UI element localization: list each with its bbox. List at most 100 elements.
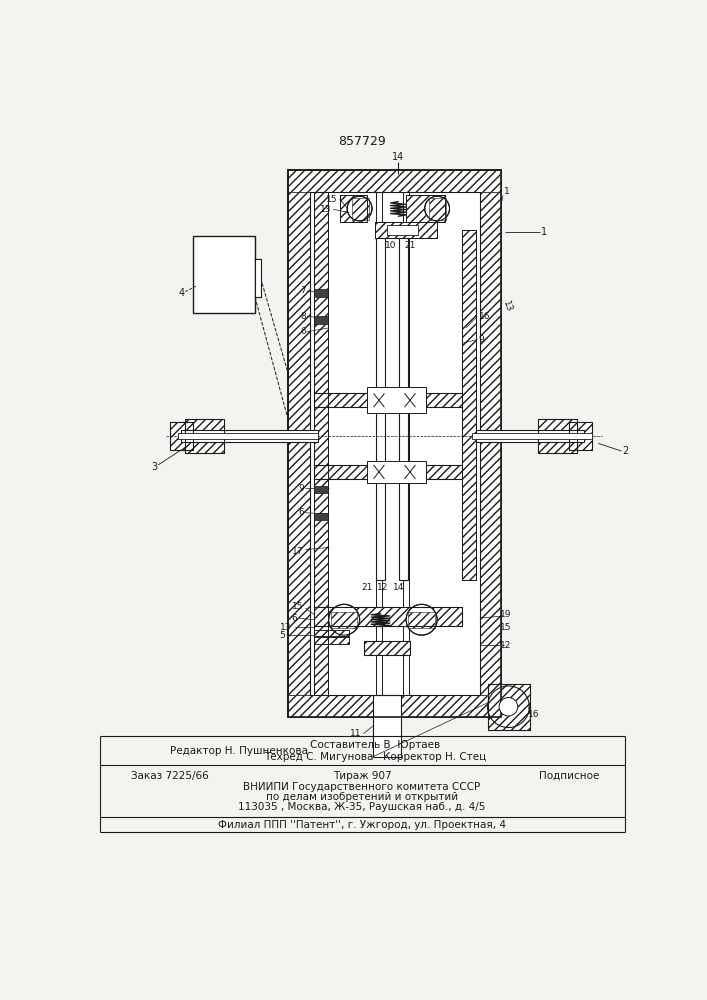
Text: 11: 11 — [350, 729, 361, 738]
Bar — [472, 433, 592, 439]
Text: 10: 10 — [385, 241, 397, 250]
Text: по делам изобретений и открытий: по делам изобретений и открытий — [266, 792, 458, 802]
Circle shape — [425, 196, 450, 221]
Bar — [352, 198, 369, 220]
Bar — [331, 612, 357, 628]
Text: 6: 6 — [300, 327, 306, 336]
Bar — [340, 195, 368, 222]
Text: Тираж 907: Тираж 907 — [332, 771, 391, 781]
Text: 10: 10 — [400, 393, 412, 402]
Text: 21: 21 — [362, 583, 373, 592]
Bar — [314, 393, 462, 407]
Text: 7: 7 — [300, 286, 306, 295]
Bar — [368, 387, 426, 413]
Text: 14: 14 — [392, 583, 404, 592]
Bar — [488, 684, 530, 730]
Text: 17: 17 — [292, 547, 304, 556]
Bar — [462, 230, 476, 580]
Text: Техред С. Мигунова   Корректор Н. Стец: Техред С. Мигунова Корректор Н. Стец — [264, 752, 486, 762]
Bar — [314, 192, 328, 695]
Text: 6: 6 — [292, 614, 298, 623]
Bar — [314, 465, 462, 479]
Text: Составитель В. Юртаев: Составитель В. Юртаев — [310, 740, 440, 750]
Bar — [406, 195, 445, 222]
Text: 4: 4 — [178, 288, 185, 298]
Text: 1: 1 — [541, 227, 547, 237]
Bar — [375, 222, 437, 238]
Circle shape — [329, 604, 360, 635]
Text: 12: 12 — [378, 583, 389, 592]
Bar — [314, 630, 349, 636]
Bar — [376, 192, 382, 695]
Bar — [368, 461, 426, 483]
Bar — [538, 419, 577, 453]
Bar — [363, 641, 410, 655]
Bar — [170, 422, 193, 450]
Bar — [288, 170, 501, 717]
Bar — [314, 607, 462, 626]
Bar — [314, 316, 328, 324]
Bar — [340, 195, 368, 222]
Text: 15: 15 — [326, 195, 337, 204]
Text: 13: 13 — [320, 205, 332, 214]
Bar — [488, 684, 530, 730]
Bar — [314, 637, 349, 644]
Circle shape — [499, 698, 518, 716]
Text: 15: 15 — [292, 602, 304, 611]
Text: 12: 12 — [500, 641, 511, 650]
Text: 19: 19 — [500, 610, 511, 619]
Bar — [170, 422, 193, 450]
Bar — [569, 422, 592, 450]
Bar — [569, 422, 592, 450]
Bar — [409, 612, 435, 628]
Circle shape — [406, 604, 437, 635]
Bar — [288, 170, 501, 717]
Text: 16: 16 — [528, 710, 539, 719]
Bar — [363, 641, 410, 655]
Text: Филиал ППП ''Патент'', г. Ужгород, ул. Проектная, 4: Филиал ППП ''Патент'', г. Ужгород, ул. П… — [218, 820, 506, 830]
Bar — [376, 238, 385, 580]
Text: 9: 9 — [479, 335, 484, 344]
Bar — [429, 198, 446, 220]
Text: 2: 2 — [622, 446, 629, 456]
Bar — [403, 192, 409, 695]
Text: 9: 9 — [298, 484, 304, 493]
Bar — [310, 192, 480, 695]
Bar — [373, 695, 401, 757]
Bar — [476, 430, 585, 442]
Text: 13: 13 — [501, 299, 514, 313]
Circle shape — [347, 196, 372, 221]
Text: 6: 6 — [298, 508, 304, 517]
Text: 1: 1 — [504, 187, 510, 196]
Text: 21: 21 — [404, 241, 416, 250]
Bar — [480, 192, 501, 695]
Bar — [288, 192, 310, 695]
Text: Подписное: Подписное — [539, 771, 599, 781]
Text: 13: 13 — [280, 623, 291, 632]
Bar — [314, 465, 462, 479]
Bar — [406, 195, 445, 222]
Text: 14: 14 — [392, 152, 404, 162]
Text: 3: 3 — [151, 462, 158, 472]
Text: 5: 5 — [279, 631, 285, 640]
Bar — [314, 607, 462, 626]
Bar — [288, 695, 501, 717]
Text: 16: 16 — [479, 312, 491, 321]
Text: Заказ 7225/66: Заказ 7225/66 — [131, 771, 209, 781]
Text: Редактор Н. Пушненкова: Редактор Н. Пушненкова — [170, 746, 308, 756]
Bar — [387, 225, 418, 235]
Bar — [314, 192, 328, 695]
Bar — [314, 393, 462, 407]
Bar — [177, 433, 317, 439]
Bar — [185, 419, 224, 453]
Bar — [538, 419, 577, 453]
Bar — [314, 637, 349, 644]
Bar — [399, 238, 409, 580]
Bar — [255, 259, 261, 297]
Bar — [314, 513, 328, 520]
Bar — [462, 230, 476, 580]
Text: 113035 , Москва, Ж-35, Раушская наб., д. 4/5: 113035 , Москва, Ж-35, Раушская наб., д.… — [238, 802, 486, 812]
Bar — [193, 235, 255, 312]
Bar — [375, 222, 437, 238]
Text: ВНИИПИ Государственного комитета СССР: ВНИИПИ Государственного комитета СССР — [243, 782, 481, 792]
